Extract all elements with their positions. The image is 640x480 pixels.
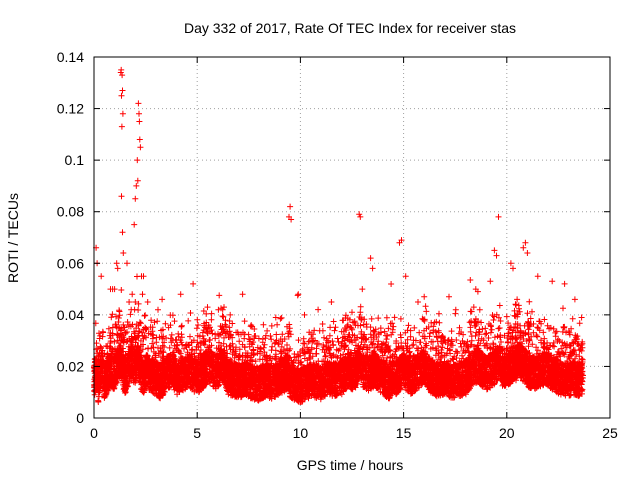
y-tick-label: 0.02 bbox=[57, 358, 84, 374]
x-tick-label: 25 bbox=[602, 425, 618, 441]
y-tick-label: 0.04 bbox=[57, 307, 84, 323]
y-tick-label: 0.06 bbox=[57, 255, 84, 271]
data-points bbox=[91, 66, 586, 405]
x-tick-label: 15 bbox=[396, 425, 412, 441]
y-tick-label: 0 bbox=[76, 410, 84, 426]
y-tick-label: 0.12 bbox=[57, 101, 84, 117]
y-axis-ticks: 0 0.02 0.04 0.06 0.08 0.1 0.12 0.14 bbox=[57, 49, 610, 426]
x-tick-label: 10 bbox=[293, 425, 309, 441]
x-axis-label: GPS time / hours bbox=[297, 457, 404, 473]
x-tick-label: 0 bbox=[90, 425, 98, 441]
chart-title: Day 332 of 2017, Rate Of TEC Index for r… bbox=[184, 20, 516, 36]
y-tick-label: 0.08 bbox=[57, 204, 84, 220]
data-point-markers bbox=[91, 66, 586, 405]
y-axis-label: ROTI / TECUs bbox=[5, 193, 21, 283]
plot-frame bbox=[93, 56, 611, 419]
y-tick-label: 0.1 bbox=[65, 152, 85, 168]
x-tick-label: 20 bbox=[499, 425, 515, 441]
y-tick-label: 0.14 bbox=[57, 49, 84, 65]
x-tick-label: 5 bbox=[193, 425, 201, 441]
x-axis-ticks: 0 5 10 15 20 25 bbox=[90, 57, 618, 441]
